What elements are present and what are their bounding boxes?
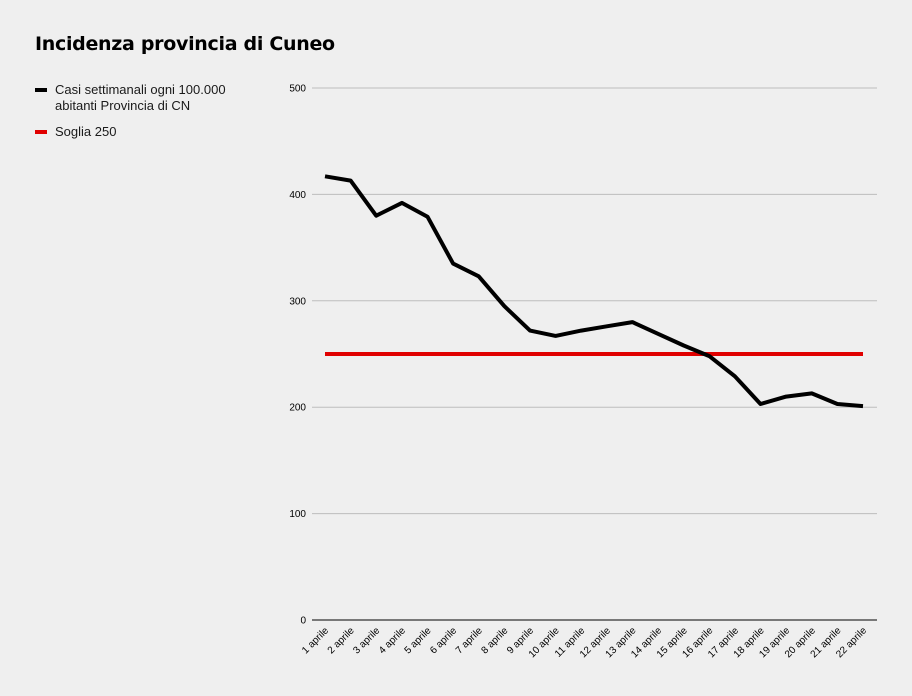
x-tick-label-8: 8 aprile (479, 625, 510, 656)
x-tick-label-2: 2 aprile (326, 625, 357, 656)
x-tick-label-6: 6 aprile (428, 625, 459, 656)
chart-title: Incidenza provincia di Cuneo (35, 33, 335, 55)
legend-swatch-casi (35, 88, 47, 92)
series-line-casi (324, 174, 864, 409)
y-tick-label-400: 400 (289, 190, 306, 201)
legend-label-casi: Casi settimanali ogni 100.000 abitanti P… (55, 82, 226, 113)
x-tick-label-7: 7 aprile (454, 625, 485, 656)
legend-swatch-soglia (35, 130, 47, 134)
legend-item-soglia: Soglia 250 (35, 124, 265, 140)
y-tick-label-200: 200 (289, 403, 306, 414)
y-tick-label-100: 100 (289, 509, 306, 520)
y-tick-label-300: 300 (289, 296, 306, 307)
x-tick-label-1: 1 aprile (300, 625, 331, 656)
x-tick-label-5: 5 aprile (403, 625, 434, 656)
x-tick-label-3: 3 aprile (351, 625, 382, 656)
legend-item-casi: Casi settimanali ogni 100.000 abitanti P… (35, 82, 265, 114)
x-tick-label-4: 4 aprile (377, 625, 408, 656)
legend: Casi settimanali ogni 100.000 abitanti P… (35, 82, 265, 150)
y-tick-label-500: 500 (289, 84, 306, 95)
y-tick-label-0: 0 (300, 616, 306, 627)
legend-label-soglia: Soglia 250 (55, 124, 117, 139)
